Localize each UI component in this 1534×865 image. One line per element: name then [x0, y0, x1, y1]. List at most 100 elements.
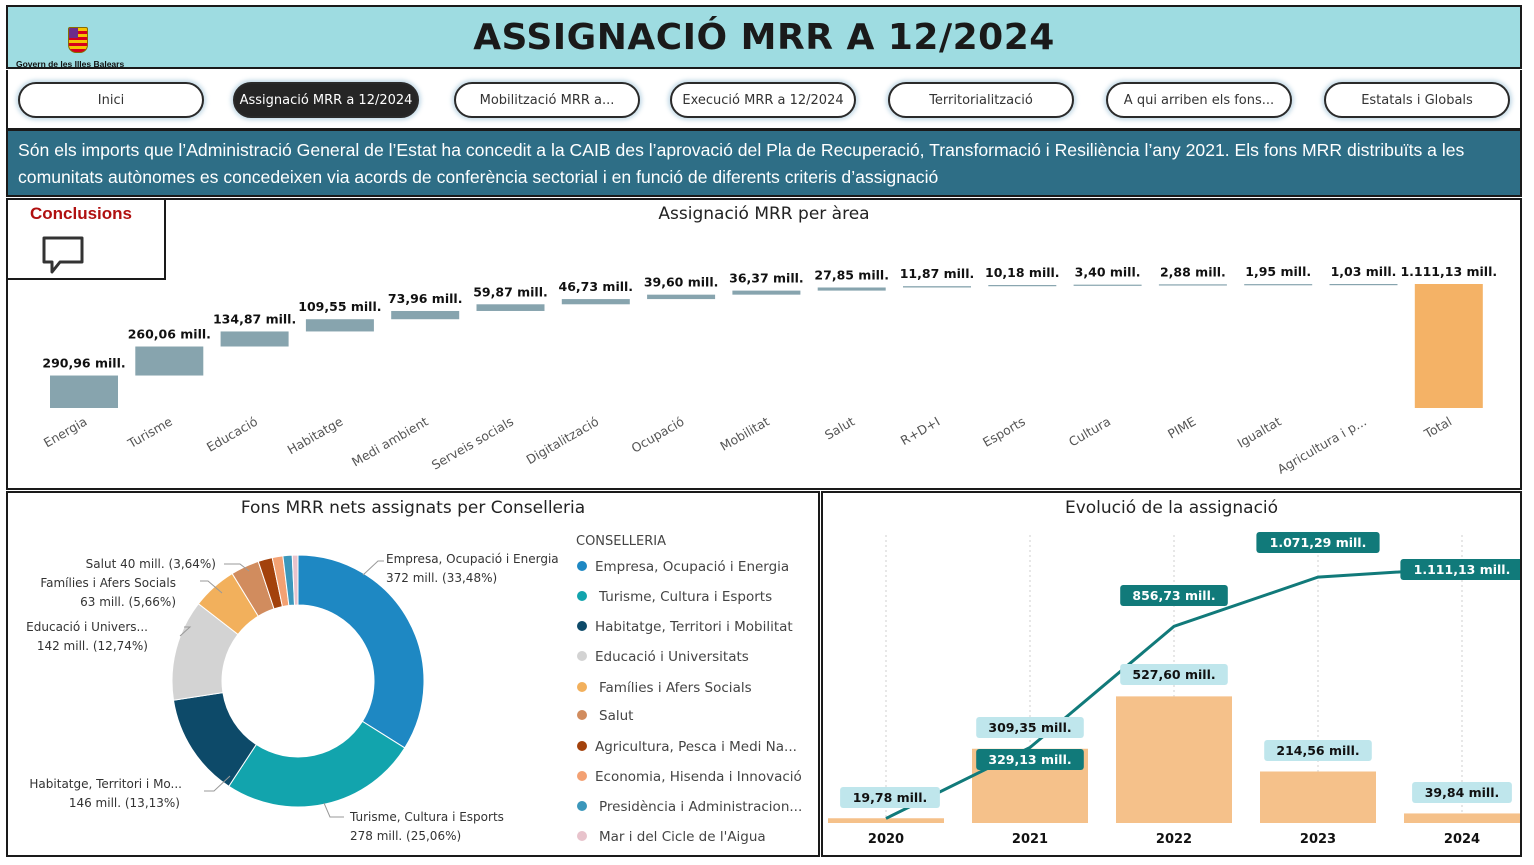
- waterfall-bar: [988, 285, 1057, 287]
- donut-label-value: 142 mill. (12,74%): [37, 639, 148, 653]
- waterfall-bar: [1158, 284, 1227, 286]
- legend-item: Salut: [599, 708, 633, 724]
- waterfall-data-label: 3,40 mill.: [1075, 265, 1141, 280]
- waterfall-data-label: 36,37 mill.: [729, 271, 804, 286]
- waterfall-category-label: Total: [1421, 414, 1455, 442]
- data-label: 329,13 mill.: [988, 752, 1071, 767]
- donut-label-value: 278 mill. (25,06%): [350, 829, 461, 843]
- legend-item: Economia, Hisenda i Innovació: [595, 769, 802, 785]
- evolution-line: [885, 566, 1463, 820]
- donut-leader-line: [179, 626, 192, 637]
- balearic-flag-icon: [68, 27, 88, 53]
- data-label-box: [840, 787, 940, 808]
- waterfall-category-label: Energia: [41, 414, 90, 451]
- donut-label-name: Empresa, Ocupació i Energia: [386, 552, 559, 566]
- evolution-year-label: 2023: [1300, 832, 1336, 847]
- legend-marker: [577, 591, 587, 601]
- tab-execucio[interactable]: Execució MRR a 12/2024: [670, 82, 856, 118]
- waterfall-category-label: Mobilitat: [717, 414, 772, 454]
- waterfall-data-label: 39,60 mill.: [644, 275, 719, 290]
- evolution-panel: Evolució de la assignació 2020 2021 2022 20…: [821, 491, 1522, 857]
- legend-item: Agricultura, Pesca i Medi Na...: [595, 739, 797, 755]
- waterfall-bar: [305, 319, 374, 332]
- waterfall-category-label: PIME: [1165, 414, 1198, 442]
- evolution-year-label: 2022: [1156, 832, 1192, 847]
- legend-marker: [577, 621, 587, 631]
- legend-marker: [577, 771, 587, 781]
- legend-marker: [577, 741, 587, 751]
- waterfall-panel: Conclusions Assignació MRR per àrea 290,…: [6, 198, 1522, 490]
- waterfall-bar: [220, 331, 289, 347]
- evolution-year-label: 2021: [1012, 832, 1048, 847]
- data-label-box: [1256, 532, 1380, 553]
- data-label-box: [1120, 585, 1228, 606]
- tab-mobilitzacio[interactable]: Mobilització MRR a...: [454, 82, 640, 118]
- waterfall-data-label: 1.111,13 mill.: [1400, 264, 1497, 279]
- legend-item: Educació i Universitats: [595, 649, 749, 665]
- waterfall-chart: 290,96 mill. Energia 260,06 mill. Turisme 13…: [41, 264, 1497, 477]
- waterfall-bar: [817, 287, 886, 291]
- conclusions-button[interactable]: Conclusions: [8, 200, 166, 280]
- waterfall-category-label: Esports: [980, 414, 1028, 450]
- evolution-bar: [828, 818, 944, 823]
- waterfall-category-label: Igualtat: [1235, 414, 1284, 451]
- comment-icon: [42, 236, 84, 274]
- evolution-bar: [1404, 813, 1520, 823]
- evolution-bar: [1116, 696, 1232, 823]
- waterfall-bar: [1073, 284, 1142, 286]
- waterfall-bar: [1244, 284, 1313, 286]
- data-label: 309,35 mill.: [988, 720, 1071, 735]
- legend-marker: [577, 651, 587, 661]
- legend-item: Famílies i Afers Socials: [599, 680, 752, 696]
- donut-leader-line: [323, 802, 344, 818]
- waterfall-category-label: Turisme: [124, 413, 175, 451]
- waterfall-bar: [476, 304, 545, 311]
- donut-slice: [228, 720, 406, 808]
- legend-item: Mar i del Cicle de l'Aigua: [599, 829, 766, 845]
- description-banner: Són els imports que l’Administració Gene…: [6, 129, 1522, 197]
- donut-leader-line: [200, 580, 223, 594]
- waterfall-category-label: Serveis socials: [429, 414, 516, 473]
- waterfall-data-label: 2,88 mill.: [1160, 264, 1226, 279]
- page-title: ASSIGNACIÓ MRR A 12/2024: [473, 17, 1055, 58]
- data-label: 1.111,13 mill.: [1414, 562, 1511, 577]
- waterfall-data-label: 290,96 mill.: [42, 356, 125, 371]
- donut-label-value: 146 mill. (13,13%): [69, 796, 180, 810]
- donut-label-value: 63 mill. (5,66%): [80, 595, 176, 609]
- evolution-year-label: 2020: [868, 832, 904, 847]
- legend-marker: [577, 831, 587, 841]
- tab-estatals-globals[interactable]: Estatals i Globals: [1324, 82, 1510, 118]
- logo-text: Govern de les Illes Balears: [16, 59, 125, 69]
- tab-territorialitzacio[interactable]: Territorialització: [888, 82, 1074, 118]
- waterfall-category-label: Salut: [822, 414, 857, 443]
- waterfall-data-label: 46,73 mill.: [559, 279, 634, 294]
- legend-item: Empresa, Ocupació i Energia: [595, 559, 789, 575]
- legend-marker: [577, 561, 587, 571]
- waterfall-data-label: 11,87 mill.: [900, 266, 975, 281]
- donut-label-name: Famílies i Afers Socials: [40, 576, 176, 590]
- waterfall-bar: [732, 290, 801, 295]
- donut-label-value: 372 mill. (33,48%): [386, 571, 497, 585]
- donut-label-name: Salut 40 mill. (3,64%): [86, 557, 216, 571]
- waterfall-bar: [135, 346, 204, 376]
- waterfall-category-label: Digitalització: [524, 414, 602, 468]
- data-label-box: [1400, 559, 1520, 580]
- header-bar: Govern de les Illes Balears ASSIGNACIÓ M…: [6, 5, 1522, 69]
- tab-inici[interactable]: Inici: [18, 82, 204, 118]
- tab-assignacio[interactable]: Assignació MRR a 12/2024: [233, 82, 419, 118]
- nav-bar: Inici Assignació MRR a 12/2024 Mobilitza…: [6, 70, 1522, 130]
- tab-a-qui-arriben[interactable]: A qui arriben els fons...: [1106, 82, 1292, 118]
- evolution-title: Evolució de la assignació: [1064, 498, 1279, 518]
- waterfall-category-label: Habitatge: [285, 413, 346, 457]
- waterfall-data-label: 1,95 mill.: [1245, 264, 1311, 279]
- waterfall-data-label: 10,18 mill.: [985, 265, 1060, 280]
- donut-leader-line: [224, 563, 250, 572]
- legend-title: CONSELLERIA: [576, 534, 666, 549]
- legend-item: Turisme, Cultura i Esports: [598, 589, 772, 605]
- donut-leader-line: [362, 560, 384, 576]
- donut-slice: [291, 554, 299, 606]
- legend-marker: [577, 710, 587, 720]
- evolution-bar: [1260, 771, 1376, 823]
- conclusions-label: Conclusions: [30, 204, 133, 223]
- donut-chart: Empresa, Ocupació i Energia 372 mill. (33…: [26, 534, 802, 845]
